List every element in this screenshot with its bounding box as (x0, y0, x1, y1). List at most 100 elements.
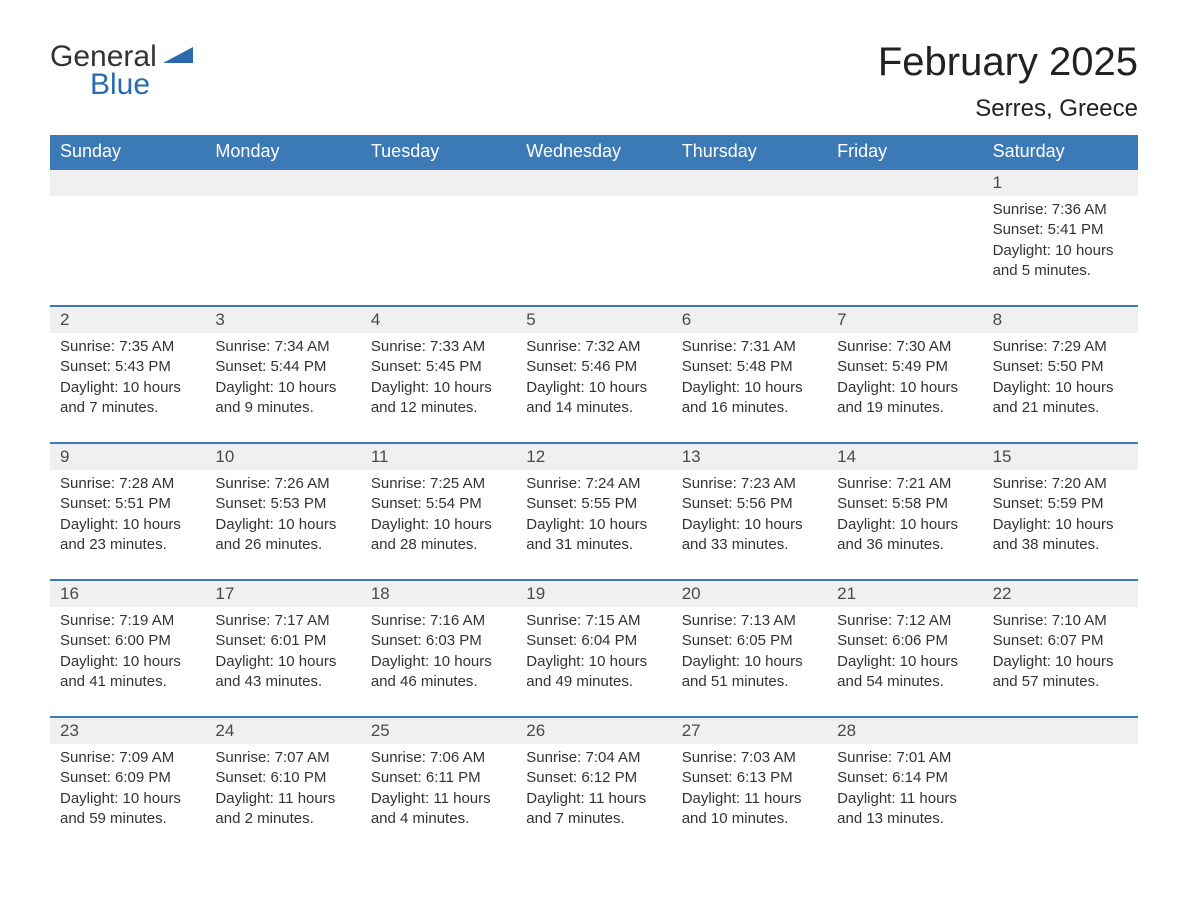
day-cell: Sunrise: 7:30 AMSunset: 5:49 PMDaylight:… (827, 333, 982, 424)
day-line: Sunset: 6:01 PM (215, 631, 350, 651)
day-line: Sunrise: 7:25 AM (371, 474, 506, 494)
day-number: 13 (672, 444, 827, 470)
day-number: 2 (50, 307, 205, 333)
month-title: February 2025 (878, 40, 1138, 85)
day-cell: Sunrise: 7:21 AMSunset: 5:58 PMDaylight:… (827, 470, 982, 561)
day-cell (361, 196, 516, 287)
day-cell (516, 196, 671, 287)
day-line: Sunrise: 7:33 AM (371, 337, 506, 357)
day-line: Daylight: 10 hours and 41 minutes. (60, 652, 195, 693)
day-line: Sunset: 5:46 PM (526, 357, 661, 377)
day-cell: Sunrise: 7:01 AMSunset: 6:14 PMDaylight:… (827, 744, 982, 835)
day-line: Sunset: 6:12 PM (526, 768, 661, 788)
day-line: Sunrise: 7:19 AM (60, 611, 195, 631)
day-number: 4 (361, 307, 516, 333)
day-number: 1 (983, 170, 1138, 196)
day-cell: Sunrise: 7:12 AMSunset: 6:06 PMDaylight:… (827, 607, 982, 698)
day-cell: Sunrise: 7:20 AMSunset: 5:59 PMDaylight:… (983, 470, 1138, 561)
day-line: Daylight: 10 hours and 19 minutes. (837, 378, 972, 419)
day-number (50, 170, 205, 196)
day-line: Daylight: 10 hours and 5 minutes. (993, 241, 1128, 282)
day-line: Sunset: 5:56 PM (682, 494, 817, 514)
day-line: Sunrise: 7:20 AM (993, 474, 1128, 494)
day-line: Daylight: 10 hours and 33 minutes. (682, 515, 817, 556)
daynum-row: 232425262728 (50, 716, 1138, 744)
day-content-row: Sunrise: 7:19 AMSunset: 6:00 PMDaylight:… (50, 607, 1138, 698)
day-line: Sunrise: 7:13 AM (682, 611, 817, 631)
day-number: 22 (983, 581, 1138, 607)
day-line: Daylight: 10 hours and 36 minutes. (837, 515, 972, 556)
day-line: Sunrise: 7:16 AM (371, 611, 506, 631)
day-line: Sunrise: 7:07 AM (215, 748, 350, 768)
weekday-header: Tuesday (361, 135, 516, 168)
day-content-row: Sunrise: 7:09 AMSunset: 6:09 PM Daylight:… (50, 744, 1138, 835)
day-cell: Sunrise: 7:19 AMSunset: 6:00 PMDaylight:… (50, 607, 205, 698)
day-line: Sunset: 5:48 PM (682, 357, 817, 377)
daynum-row: 2345678 (50, 305, 1138, 333)
day-line: Daylight: 10 hours and 28 minutes. (371, 515, 506, 556)
weekday-header: Wednesday (516, 135, 671, 168)
day-cell (983, 744, 1138, 835)
day-line: Daylight: 10 hours and 7 minutes. (60, 378, 195, 419)
day-line: Daylight: 10 hours and 9 minutes. (215, 378, 350, 419)
day-number: 8 (983, 307, 1138, 333)
day-number: 28 (827, 718, 982, 744)
day-line: Sunset: 6:07 PM (993, 631, 1128, 651)
day-line: Sunset: 6:09 PM (60, 768, 195, 788)
day-number: 27 (672, 718, 827, 744)
week-row: 16171819202122Sunrise: 7:19 AMSunset: 6:… (50, 579, 1138, 698)
day-cell: Sunrise: 7:10 AMSunset: 6:07 PMDaylight:… (983, 607, 1138, 698)
day-number: 21 (827, 581, 982, 607)
day-line: Daylight: 10 hours and 12 minutes. (371, 378, 506, 419)
day-line: Daylight: 11 hours and 7 minutes. (526, 789, 661, 830)
day-line: Daylight: 10 hours and 26 minutes. (215, 515, 350, 556)
day-number: 20 (672, 581, 827, 607)
day-cell: Sunrise: 7:36 AMSunset: 5:41 PMDaylight:… (983, 196, 1138, 287)
week-row: 9101112131415Sunrise: 7:28 AMSunset: 5:5… (50, 442, 1138, 561)
daynum-row: 1 (50, 168, 1138, 196)
day-number: 24 (205, 718, 360, 744)
day-cell: Sunrise: 7:29 AMSunset: 5:50 PMDaylight:… (983, 333, 1138, 424)
day-number: 19 (516, 581, 671, 607)
day-line: Daylight: 10 hours and 23 minutes. (60, 515, 195, 556)
day-line: Sunrise: 7:23 AM (682, 474, 817, 494)
day-line: Sunrise: 7:15 AM (526, 611, 661, 631)
day-cell: Sunrise: 7:24 AMSunset: 5:55 PMDaylight:… (516, 470, 671, 561)
weekday-header: Saturday (983, 135, 1138, 168)
weekday-header: Sunday (50, 135, 205, 168)
day-line: Daylight: 10 hours and 46 minutes. (371, 652, 506, 693)
day-number (827, 170, 982, 196)
day-line: Sunset: 6:05 PM (682, 631, 817, 651)
day-number: 26 (516, 718, 671, 744)
day-line: Sunrise: 7:17 AM (215, 611, 350, 631)
day-number: 18 (361, 581, 516, 607)
day-line: Sunset: 5:53 PM (215, 494, 350, 514)
day-line: Sunset: 6:14 PM (837, 768, 972, 788)
day-line: Sunset: 6:10 PM (215, 768, 350, 788)
day-line: Sunrise: 7:04 AM (526, 748, 661, 768)
day-cell: Sunrise: 7:13 AMSunset: 6:05 PMDaylight:… (672, 607, 827, 698)
day-line: Sunrise: 7:31 AM (682, 337, 817, 357)
day-line: Daylight: 10 hours and 38 minutes. (993, 515, 1128, 556)
calendar: SundayMondayTuesdayWednesdayThursdayFrid… (50, 135, 1138, 835)
day-cell (827, 196, 982, 287)
header: General Blue February 2025 Serres, Greec… (50, 40, 1138, 123)
day-line: Sunset: 5:54 PM (371, 494, 506, 514)
day-line: Sunset: 5:41 PM (993, 220, 1128, 240)
logo-text-blue: Blue (90, 68, 150, 102)
day-line: Sunset: 6:03 PM (371, 631, 506, 651)
day-number (205, 170, 360, 196)
weekday-header: Monday (205, 135, 360, 168)
day-cell: Sunrise: 7:16 AMSunset: 6:03 PMDaylight:… (361, 607, 516, 698)
day-number (361, 170, 516, 196)
day-line: Sunrise: 7:28 AM (60, 474, 195, 494)
day-line: Sunset: 5:58 PM (837, 494, 972, 514)
day-number: 15 (983, 444, 1138, 470)
day-line: Sunrise: 7:09 AM (60, 748, 195, 768)
day-cell: Sunrise: 7:03 AMSunset: 6:13 PMDaylight:… (672, 744, 827, 835)
day-cell: Sunrise: 7:35 AMSunset: 5:43 PMDaylight:… (50, 333, 205, 424)
day-line: Sunrise: 7:01 AM (837, 748, 972, 768)
logo-triangle-icon (163, 45, 193, 70)
day-cell: Sunrise: 7:26 AMSunset: 5:53 PMDaylight:… (205, 470, 360, 561)
day-cell (50, 196, 205, 287)
